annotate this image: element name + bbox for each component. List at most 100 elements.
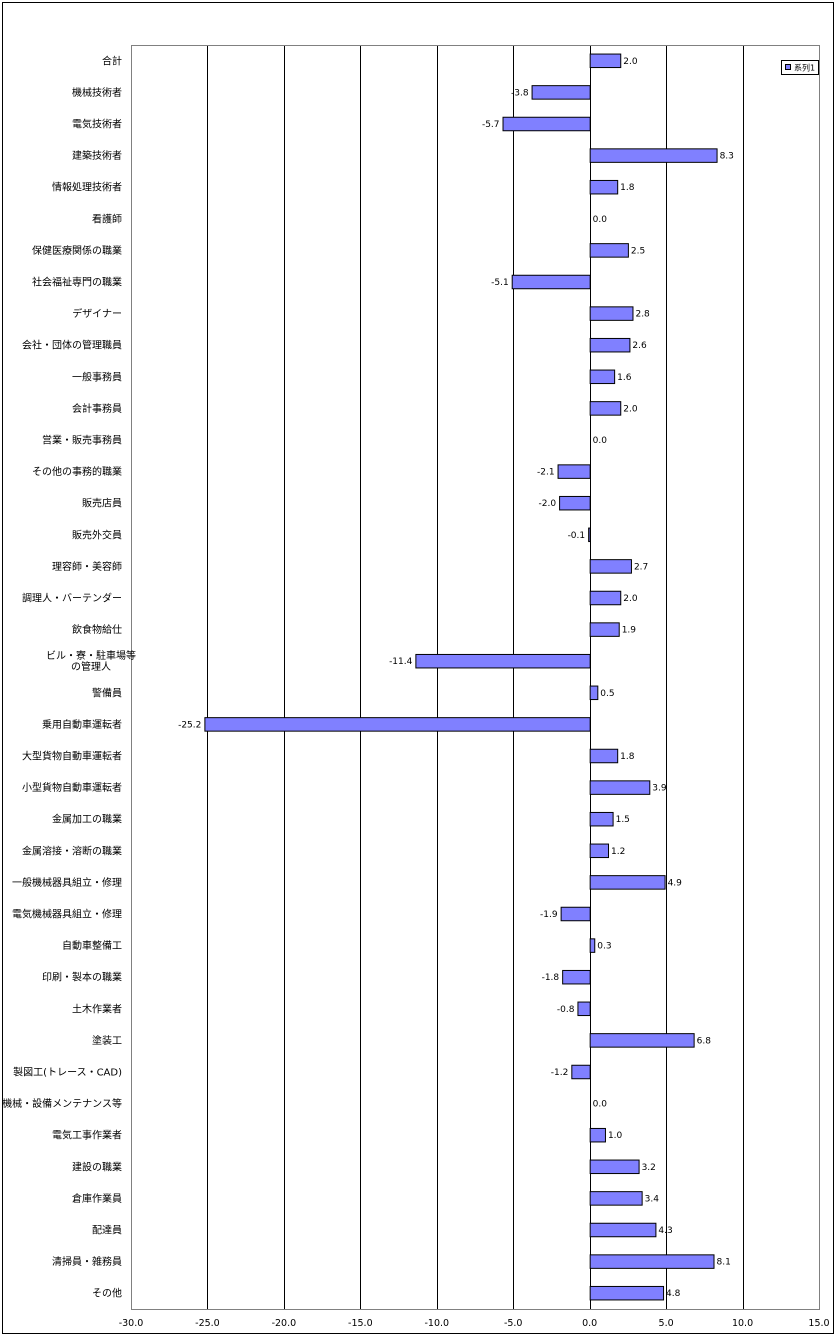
category-label: 電気機械器具組立・修理 <box>12 908 122 921</box>
data-label: 3.9 <box>652 784 667 794</box>
category-label: 機械・設備メンテナンス等 <box>2 1097 122 1110</box>
bar <box>502 116 591 132</box>
bar <box>562 969 591 985</box>
bar <box>589 780 651 795</box>
bar <box>589 1285 665 1301</box>
category-label: 製図工(トレース・CAD) <box>13 1066 122 1079</box>
category-label: 電気技術者 <box>72 118 122 131</box>
bar <box>589 559 632 574</box>
data-label: 4.9 <box>668 878 683 888</box>
category-label: 倉庫作業員 <box>72 1192 122 1205</box>
data-label: -2.0 <box>539 499 557 509</box>
bar <box>589 306 634 321</box>
category-label: ビル・寮・駐車場等の管理人 <box>46 649 136 673</box>
category-label: 調理人・バーテンダー <box>22 592 122 605</box>
category-label: 看護師 <box>92 212 122 225</box>
data-label: 3.4 <box>645 1194 660 1204</box>
category-label-line: ビル・寮・駐車場等 <box>46 649 136 662</box>
x-tick-label: 10.0 <box>732 1318 753 1329</box>
bar <box>577 1001 591 1017</box>
category-label: 土木作業者 <box>72 1002 122 1015</box>
category-label: 警備員 <box>92 686 122 699</box>
category-label: デザイナー <box>72 307 122 320</box>
bar <box>589 53 622 69</box>
category-label: 乗用自動車運転者 <box>42 718 122 731</box>
data-label: -0.8 <box>557 1005 575 1015</box>
bar <box>559 495 591 511</box>
data-label: 0.5 <box>600 689 614 699</box>
bar <box>589 622 620 637</box>
data-label: 1.5 <box>616 815 630 825</box>
category-label: 印刷・製本の職業 <box>42 971 122 984</box>
x-tick-label: -10.0 <box>424 1318 449 1329</box>
bar <box>589 590 622 606</box>
data-label: 0.0 <box>593 215 608 225</box>
category-label: 社会福祉専門の職業 <box>32 276 122 289</box>
category-label: 情報処理技術者 <box>52 181 122 194</box>
x-tick-label: 15.0 <box>808 1318 829 1329</box>
data-label: 6.8 <box>697 1036 712 1046</box>
plot-area-border <box>131 45 820 1310</box>
bar <box>589 1191 643 1206</box>
bar <box>588 527 591 543</box>
data-label: -1.8 <box>542 973 560 983</box>
data-label: 2.7 <box>634 562 648 572</box>
bar <box>511 274 591 290</box>
category-label: 会社・団体の管理職員 <box>22 339 122 352</box>
data-label: -0.1 <box>568 531 586 541</box>
data-label: -1.9 <box>540 910 558 920</box>
data-label: 2.0 <box>623 404 638 414</box>
bar <box>415 653 591 669</box>
bar <box>589 179 619 195</box>
x-tick-label: -20.0 <box>272 1318 297 1329</box>
bar <box>589 685 599 701</box>
bar <box>589 1159 640 1175</box>
data-label: 3.2 <box>642 1163 656 1173</box>
data-label: -11.4 <box>389 657 413 667</box>
bar <box>589 1127 606 1143</box>
data-label: -1.2 <box>551 1068 569 1078</box>
category-label: 小型貨物自動車運転者 <box>22 781 122 794</box>
x-tick-label: 5.0 <box>659 1318 674 1329</box>
data-label: 1.9 <box>622 626 637 636</box>
category-label-line: の管理人 <box>71 660 111 673</box>
data-label: 4.8 <box>666 1289 681 1299</box>
data-label: 4.3 <box>658 1226 672 1236</box>
bar <box>531 85 591 100</box>
category-label: 塗装工 <box>92 1034 122 1047</box>
data-label: 8.3 <box>720 152 734 162</box>
data-labels: 2.0 -3.8 -5.7 8.3 1.8 0.0 2.5 -5.1 2.8 2.6 1.6 2.0 0… <box>178 57 734 1299</box>
data-label: 1.6 <box>617 373 632 383</box>
legend: 系列1 <box>781 60 819 75</box>
bar <box>589 369 616 385</box>
bar <box>589 811 614 827</box>
data-label: 1.8 <box>620 183 635 193</box>
bar <box>557 464 591 479</box>
x-tick-label: 0.0 <box>582 1318 597 1329</box>
data-label: -2.1 <box>537 468 555 478</box>
bar <box>560 906 591 922</box>
bar <box>571 1064 591 1080</box>
data-label: -5.1 <box>491 278 509 288</box>
data-label: -5.7 <box>482 120 500 130</box>
bar <box>589 1222 657 1238</box>
bar <box>589 938 596 953</box>
category-label: 配達員 <box>92 1225 122 1237</box>
bar <box>589 1033 695 1048</box>
data-label: 2.6 <box>632 341 647 351</box>
bar <box>589 875 666 890</box>
bar <box>589 243 629 258</box>
x-tick-label: -30.0 <box>119 1318 144 1329</box>
category-label: 営業・販売事務員 <box>42 434 122 447</box>
category-label: 金属溶接・溶断の職業 <box>22 844 122 857</box>
x-tick-label: -5.0 <box>504 1318 523 1329</box>
bar <box>204 717 591 732</box>
data-label: 0.0 <box>593 436 608 446</box>
data-label: 2.5 <box>631 246 645 256</box>
x-axis-tick-labels: -30.0 -25.0 -20.0 -15.0 -10.0 -5.0 0.0 5.0 10.0 1… <box>119 1318 830 1329</box>
category-label: 販売店員 <box>82 497 122 510</box>
data-label: 1.0 <box>608 1131 623 1141</box>
category-label: 販売外交員 <box>72 528 122 541</box>
data-label: 8.1 <box>717 1258 731 1268</box>
